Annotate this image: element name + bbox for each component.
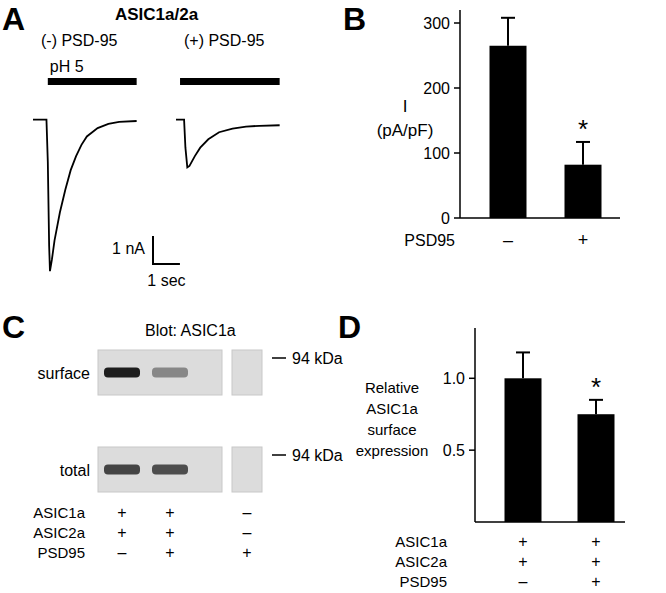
blot-strip (232, 350, 262, 395)
panel-letter: C (2, 309, 25, 345)
row-label: total (60, 462, 90, 479)
panel-title: ASIC1a/2a (115, 5, 199, 24)
condition-label: PSD95 (399, 573, 447, 590)
scale-bar-label: 1 sec (147, 272, 185, 289)
condition-label: ASIC1a (33, 504, 85, 521)
condition-value: + (591, 573, 600, 590)
stimulus-bar (48, 78, 137, 85)
condition-label: ASIC1a (395, 533, 447, 550)
condition-value: – (243, 524, 252, 541)
blot-strip (98, 447, 222, 492)
bar (490, 46, 527, 218)
bars-group (505, 352, 615, 522)
condition-value: + (518, 533, 527, 550)
bar (565, 165, 602, 218)
error-bar (595, 400, 597, 414)
x-axis-label: PSD95 (404, 232, 455, 249)
band (152, 368, 188, 378)
error-bar (507, 18, 509, 46)
y-tick-label: 1.0 (443, 370, 465, 387)
blot-strip (98, 350, 222, 395)
condition-value: – (118, 544, 127, 561)
ladder-label: 94 kDa (292, 447, 343, 464)
condition-value: + (165, 524, 174, 541)
condition-value: – (519, 573, 528, 590)
condition-value: + (117, 524, 126, 541)
condition-value: + (117, 504, 126, 521)
y-tick (454, 217, 460, 219)
blot-title: Blot: ASIC1a (145, 322, 236, 339)
condition-value: + (591, 533, 600, 550)
band (229, 368, 265, 378)
y-tick (454, 87, 460, 89)
y-axis (459, 10, 461, 218)
panel-letter: B (343, 1, 366, 37)
x-tick-label: – (503, 230, 513, 250)
ladder-label: 94 kDa (292, 350, 343, 367)
figure: A B C D ASIC1a/2a (-) PSD-95 pH 5 (+) PSD-95 1 n… (0, 0, 666, 593)
ladder-tick (272, 357, 286, 359)
stimulus-bar (180, 78, 280, 85)
condition-value: – (243, 504, 252, 521)
significance-mark: * (578, 114, 588, 144)
trace-label: (-) PSD-95 (41, 32, 118, 49)
condition-value: + (591, 553, 600, 570)
significance-mark: * (591, 372, 601, 402)
scale-bar-x (152, 263, 180, 265)
scale-bar-label: 1 nA (112, 240, 145, 257)
condition-label: PSD95 (37, 544, 85, 561)
blot-strip (232, 447, 262, 492)
error-cap (516, 351, 530, 353)
y-axis-label: (pA/pF) (377, 121, 434, 140)
condition-value: + (165, 544, 174, 561)
y-tick (454, 152, 460, 154)
y-tick-label: 200 (423, 80, 450, 97)
panel-letter: A (2, 1, 25, 37)
y-axis-label: expression (356, 442, 429, 459)
trace-group (176, 120, 280, 168)
band (229, 465, 265, 475)
y-tick-label: 0.5 (443, 442, 465, 459)
x-tick-label: + (578, 230, 589, 250)
panel-letter: D (338, 309, 361, 345)
x-axis (460, 217, 620, 219)
band (152, 465, 188, 475)
y-tick (469, 378, 475, 380)
y-axis-label: I (403, 97, 408, 116)
bars-group (490, 18, 602, 218)
band (104, 368, 140, 378)
trace-label: (+) PSD-95 (184, 32, 265, 49)
y-tick-label: 300 (423, 15, 450, 32)
y-axis-label: surface (367, 421, 416, 438)
bar (505, 378, 542, 522)
bar (578, 414, 615, 522)
y-tick (454, 22, 460, 24)
scale-bar-y (152, 236, 154, 264)
current-trace (176, 120, 280, 168)
stimulus-label: pH 5 (50, 58, 84, 75)
y-axis-label: ASIC1a (366, 400, 418, 417)
row-label: surface (38, 365, 91, 382)
y-axis-label: Relative (365, 379, 419, 396)
condition-value: + (518, 553, 527, 570)
band (104, 465, 140, 475)
y-tick (469, 449, 475, 451)
y-tick-label: 100 (423, 145, 450, 162)
condition-value: + (165, 504, 174, 521)
y-axis (474, 328, 476, 522)
y-tick-label: 0 (441, 210, 450, 227)
condition-value: + (242, 544, 251, 561)
error-bar (522, 352, 524, 378)
condition-label: ASIC2a (395, 553, 447, 570)
condition-label: ASIC2a (33, 524, 85, 541)
error-cap (501, 17, 515, 19)
x-axis (475, 521, 625, 523)
ladder-tick (272, 454, 286, 456)
error-bar (582, 142, 584, 165)
